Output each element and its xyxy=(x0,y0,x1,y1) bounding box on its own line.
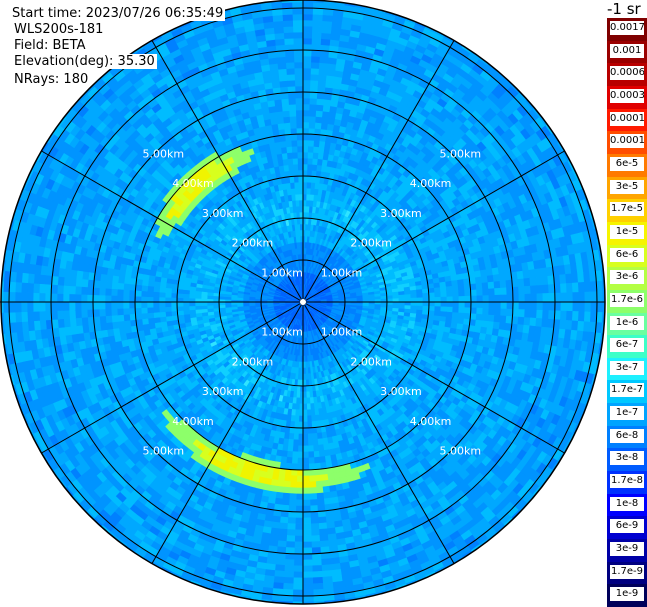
range-ring-label: 2.00km xyxy=(232,355,274,368)
colorbar-entry: 0.0001 xyxy=(607,131,647,155)
colorbar-label: 1e-9 xyxy=(610,587,644,602)
colorbar-entry: 1.7e-9 xyxy=(607,561,647,585)
azimuth-spoke xyxy=(151,40,304,303)
colorbar-entry: 1e-7 xyxy=(607,403,647,427)
colorbar-label: 1.7e-6 xyxy=(610,292,644,307)
colorbar: 0.0017 0.001 0.0006 0.0003 0.00017 0.0001 6e-5… xyxy=(607,18,647,607)
colorbar-label: 0.00017 xyxy=(610,111,644,126)
colorbar-entry: 6e-7 xyxy=(607,335,647,359)
colorbar-label: 3e-9 xyxy=(610,542,644,557)
range-ring-label: 1.00km xyxy=(261,266,303,279)
colorbar-label: 1.7e-9 xyxy=(610,564,644,579)
colorbar-label: 6e-9 xyxy=(610,519,644,534)
azimuth-spoke xyxy=(41,150,304,303)
range-ring-label: 1.00km xyxy=(261,326,303,339)
field-label: Field: BETA xyxy=(12,38,88,53)
colorbar-entry: 3e-5 xyxy=(607,176,647,200)
colorbar-label: 1e-6 xyxy=(610,315,644,330)
range-ring-label: 4.00km xyxy=(410,415,452,428)
colorbar-entry: 0.00017 xyxy=(607,108,647,132)
colorbar-label: 1.7e-5 xyxy=(610,202,644,217)
colorbar-entry: 0.0003 xyxy=(607,85,647,110)
elevation-label: Elevation(deg): 35.30 xyxy=(12,54,157,69)
colorbar-entry: 6e-5 xyxy=(607,153,647,178)
start-time-label: Start time: 2023/07/26 06:35:49 xyxy=(10,6,226,21)
range-ring-label: 2.00km xyxy=(350,237,392,250)
colorbar-unit: -1 sr xyxy=(607,0,641,18)
range-labels: 1.00km 1.00km 1.00km 1.00km 2.00km 2.00km 2.00… xyxy=(143,148,482,458)
colorbar-label: 0.0001 xyxy=(610,134,644,149)
colorbar-label: 1e-7 xyxy=(610,406,644,421)
range-ring-label: 5.00km xyxy=(143,445,185,458)
range-ring-label: 3.00km xyxy=(202,385,244,398)
range-ring-grid xyxy=(0,0,606,605)
range-ring-label: 1.00km xyxy=(321,266,363,279)
colorbar-entry: 0.001 xyxy=(607,40,647,64)
range-ring-label: 2.00km xyxy=(232,237,274,250)
colorbar-label: 3e-8 xyxy=(610,451,644,466)
colorbar-label: 0.0006 xyxy=(610,66,644,81)
colorbar-entry: 1.7e-8 xyxy=(607,471,647,495)
colorbar-label: 1e-8 xyxy=(610,496,644,511)
azimuth-spoke xyxy=(302,301,565,454)
colorbar-label: 0.0003 xyxy=(610,88,644,103)
colorbar-label: 1e-5 xyxy=(610,224,644,239)
colorbar-entry: 6e-9 xyxy=(607,516,647,540)
instrument-label: WLS200s-181 xyxy=(12,22,106,37)
colorbar-label: 6e-5 xyxy=(610,156,644,171)
range-ring-label: 4.00km xyxy=(172,415,214,428)
colorbar-label: 6e-7 xyxy=(610,338,644,353)
colorbar-entry: 0.0006 xyxy=(607,63,647,87)
colorbar-label: 0.001 xyxy=(610,43,644,58)
azimuth-spoke xyxy=(151,301,304,564)
range-ring-label: 5.00km xyxy=(440,445,482,458)
colorbar-entry: 3e-9 xyxy=(607,539,647,563)
nrays-label: NRays: 180 xyxy=(12,72,91,87)
azimuth-spoke xyxy=(302,40,455,303)
colorbar-entry: 3e-6 xyxy=(607,267,647,291)
backscatter-field xyxy=(0,0,606,605)
colorbar-entry: 6e-6 xyxy=(607,244,647,268)
colorbar-entry: 3e-7 xyxy=(607,357,647,381)
range-ring-label: 3.00km xyxy=(380,207,422,220)
colorbar-label: 3e-6 xyxy=(610,270,644,285)
azimuth-spoke xyxy=(302,150,565,303)
colorbar-label: 0.0017 xyxy=(610,21,644,35)
colorbar-label: 6e-6 xyxy=(610,247,644,262)
range-ring-label: 5.00km xyxy=(440,148,482,161)
colorbar-label: 1.7e-8 xyxy=(610,474,644,489)
colorbar-entry: 1e-9 xyxy=(607,584,647,607)
colorbar-label: 1.7e-7 xyxy=(610,383,644,398)
colorbar-entry: 6e-8 xyxy=(607,425,647,449)
colorbar-entry: 1.7e-5 xyxy=(607,199,647,223)
range-ring-label: 3.00km xyxy=(380,385,422,398)
range-ring-label: 4.00km xyxy=(410,177,452,190)
colorbar-entry: 1e-6 xyxy=(607,312,647,336)
colorbar-entry: 1.7e-7 xyxy=(607,380,647,404)
azimuth-spoke xyxy=(302,301,455,564)
range-ring-label: 1.00km xyxy=(321,326,363,339)
range-ring-label: 3.00km xyxy=(202,207,244,220)
range-ring-label: 4.00km xyxy=(172,177,214,190)
colorbar-label: 3e-5 xyxy=(610,179,644,194)
colorbar-entry: 3e-8 xyxy=(607,448,647,472)
colorbar-entry: 0.0017 xyxy=(607,18,647,42)
colorbar-label: 6e-8 xyxy=(610,428,644,443)
radar-center xyxy=(300,299,306,305)
azimuth-spoke xyxy=(41,301,304,454)
plot-boundary xyxy=(0,0,606,605)
ppi-scan-plot: 1.00km 1.00km 1.00km 1.00km 2.00km 2.00km 2.00… xyxy=(0,0,606,605)
colorbar-entry: 1e-5 xyxy=(607,221,647,246)
range-ring-label: 2.00km xyxy=(350,355,392,368)
colorbar-entry: 1.7e-6 xyxy=(607,289,647,313)
colorbar-entry: 1e-8 xyxy=(607,493,647,517)
range-ring-label: 5.00km xyxy=(143,148,185,161)
colorbar-label: 3e-7 xyxy=(610,360,644,375)
